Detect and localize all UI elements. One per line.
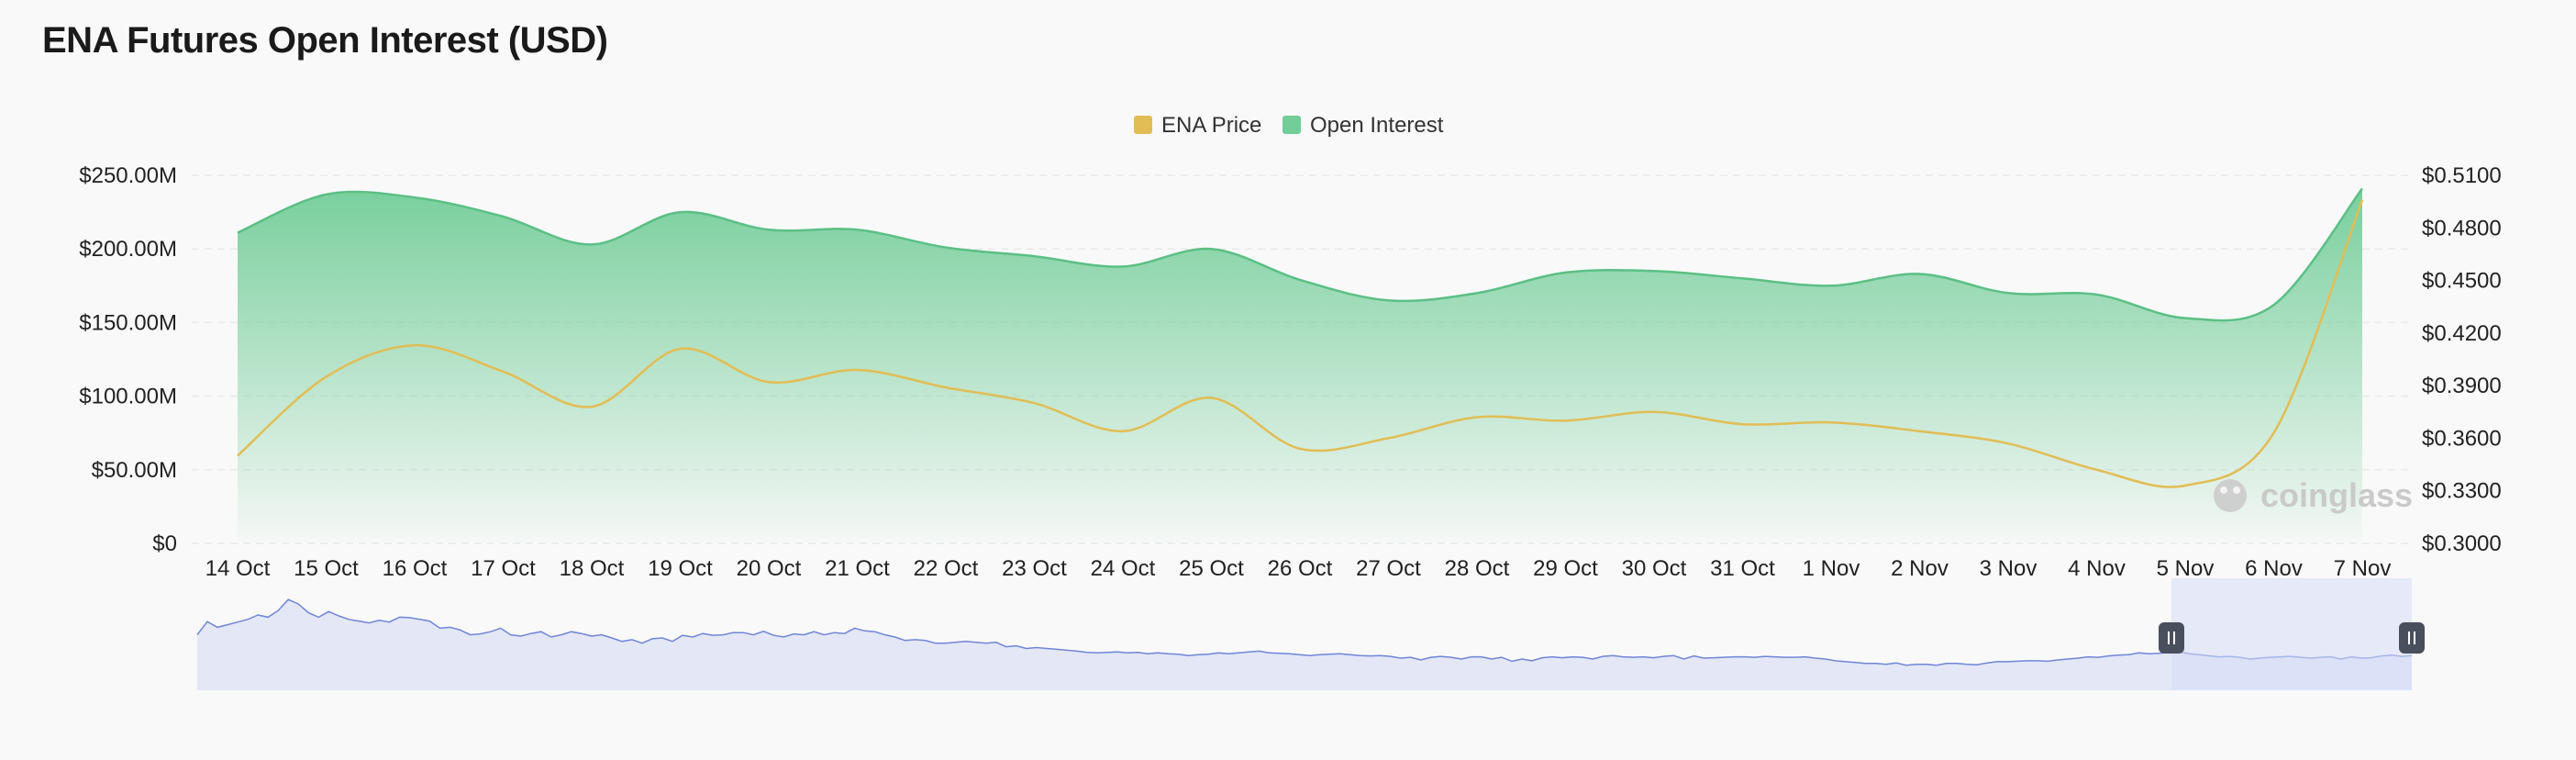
y-left-tick-label: $200.00M	[79, 237, 177, 262]
zoom-selection-window	[2171, 578, 2412, 690]
legend-swatch	[1282, 116, 1301, 134]
y-axis-left: $0 $50.00M $100.00M $150.00M $200.00M $250.00…	[79, 163, 177, 556]
x-tick-label: 3 Nov	[1980, 556, 2037, 581]
y-right-tick-label: $0.3300	[2422, 479, 2502, 504]
x-tick-label: 7 Nov	[2334, 556, 2392, 581]
series-ena-price	[237, 199, 2364, 488]
legend-item[interactable]: ENA Price	[1134, 113, 1261, 138]
series-open-interest	[237, 187, 2363, 543]
x-tick-label: 31 Oct	[1710, 556, 1775, 581]
x-tick-label: 27 Oct	[1356, 556, 1421, 581]
x-tick-label: 28 Oct	[1445, 556, 1510, 581]
overview-line	[196, 598, 2413, 666]
y-left-tick-label: $0	[152, 531, 177, 556]
x-tick-label: 23 Oct	[1002, 556, 1067, 581]
zoom-navigator[interactable]	[196, 578, 2425, 690]
x-tick-label: 30 Oct	[1622, 556, 1687, 581]
x-tick-label: 29 Oct	[1533, 556, 1598, 581]
x-tick-label: 17 Oct	[471, 556, 536, 581]
x-tick-label: 16 Oct	[383, 556, 448, 581]
y-right-tick-label: $0.5100	[2422, 163, 2502, 188]
y-right-tick-label: $0.4500	[2422, 269, 2502, 294]
zoom-handle-left[interactable]	[2159, 622, 2184, 654]
y-axis-right: $0.3000 $0.3300 $0.3600 $0.3900 $0.4200 $0.45…	[2422, 163, 2502, 556]
y-left-tick-label: $250.00M	[79, 163, 177, 188]
x-tick-label: 4 Nov	[2068, 556, 2126, 581]
x-tick-label: 5 Nov	[2157, 556, 2215, 581]
legend: ENA Price Open Interest	[1134, 113, 1444, 138]
legend-swatch	[1134, 116, 1152, 134]
coinglass-logo-icon	[2214, 479, 2247, 512]
x-tick-label: 2 Nov	[1891, 556, 1949, 581]
y-left-tick-label: $100.00M	[79, 385, 177, 409]
page-title: ENA Futures Open Interest (USD)	[42, 20, 608, 61]
x-tick-label: 22 Oct	[914, 556, 979, 581]
overview-area	[197, 599, 2412, 690]
x-tick-label: 24 Oct	[1091, 556, 1156, 581]
y-right-tick-label: $0.4800	[2422, 216, 2502, 240]
x-axis: 14 Oct 15 Oct 16 Oct 17 Oct 18 Oct 19 Oct 20 O…	[205, 556, 2392, 581]
open-interest-area	[238, 188, 2362, 543]
coinglass-watermark: coinglass	[2214, 476, 2413, 514]
x-tick-label: 21 Oct	[825, 556, 890, 581]
x-tick-label: 25 Oct	[1179, 556, 1244, 581]
y-right-tick-label: $0.3600	[2422, 426, 2502, 451]
zoom-handle-right[interactable]	[2399, 622, 2425, 654]
x-tick-label: 6 Nov	[2245, 556, 2303, 581]
y-right-tick-label: $0.3900	[2422, 374, 2502, 398]
legend-item[interactable]: Open Interest	[1282, 113, 1444, 138]
legend-label: ENA Price	[1161, 113, 1261, 138]
x-tick-label: 20 Oct	[737, 556, 802, 581]
y-right-tick-label: $0.3000	[2422, 531, 2502, 556]
watermark-text: coinglass	[2260, 476, 2413, 514]
y-left-tick-label: $50.00M	[92, 458, 177, 483]
y-left-tick-label: $150.00M	[79, 310, 177, 335]
y-right-tick-label: $0.4200	[2422, 321, 2502, 346]
x-tick-label: 1 Nov	[1803, 556, 1860, 581]
x-tick-label: 19 Oct	[648, 556, 713, 581]
x-tick-label: 14 Oct	[205, 556, 271, 581]
legend-label: Open Interest	[1310, 113, 1444, 138]
x-tick-label: 15 Oct	[294, 556, 359, 581]
x-tick-label: 26 Oct	[1268, 556, 1333, 581]
x-tick-label: 18 Oct	[560, 556, 625, 581]
